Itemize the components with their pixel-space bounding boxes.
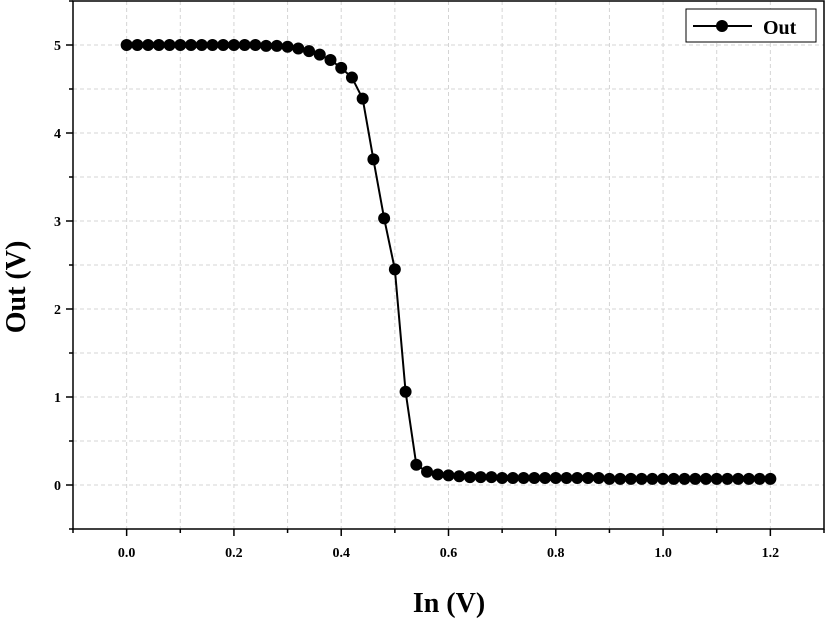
data-point [635, 472, 648, 485]
data-point [581, 471, 594, 484]
data-point [517, 471, 530, 484]
data-point [463, 471, 476, 484]
data-point [206, 39, 219, 51]
data-point [270, 39, 283, 52]
data-point [528, 471, 541, 484]
data-point [721, 472, 734, 485]
data-point [313, 48, 326, 61]
x-tick-label: 1.2 [762, 546, 780, 561]
y-tick-label: 3 [54, 215, 61, 230]
data-point [506, 471, 519, 484]
data-point [592, 471, 605, 484]
x-tick-label: 0.6 [440, 546, 458, 561]
tick-labels: 0.0 0.2 0.4 0.6 0.8 1.0 1.2 0 1 2 3 4 5 [54, 39, 779, 561]
data-point [281, 40, 294, 53]
data-point [356, 92, 369, 105]
data-point [378, 212, 391, 225]
grid [73, 1, 824, 529]
data-point [217, 39, 230, 51]
y-axis-title: Out (V) [1, 241, 32, 334]
data-point [163, 39, 176, 51]
data-point [324, 53, 337, 66]
y-tick-label: 5 [54, 39, 61, 54]
data-point [345, 71, 358, 84]
data-point [742, 472, 755, 485]
data-point [549, 471, 562, 484]
data-point [753, 472, 766, 485]
y-tick-label: 0 [54, 479, 61, 494]
data-point [539, 471, 552, 484]
data-point [195, 39, 208, 51]
data-point [292, 42, 305, 55]
data-point [689, 472, 702, 485]
data-point [185, 39, 198, 51]
data-point [399, 385, 412, 398]
series-layer [120, 39, 777, 485]
data-point [699, 472, 712, 485]
data-point [732, 472, 745, 485]
legend: Out [685, 8, 817, 43]
data-point [388, 263, 401, 276]
data-point [624, 472, 637, 485]
x-tick-label: 0.4 [332, 546, 350, 561]
data-point [367, 153, 380, 166]
data-point [421, 465, 434, 478]
data-point [410, 458, 423, 471]
data-point [431, 468, 444, 481]
data-point [571, 471, 584, 484]
data-point [442, 469, 455, 482]
legend-marker [716, 20, 728, 32]
data-point [238, 39, 251, 51]
x-tick-label: 0.2 [225, 546, 243, 561]
y-tick-label: 2 [54, 303, 61, 318]
x-axis-title: In (V) [413, 588, 485, 619]
data-point [614, 472, 627, 485]
data-point [667, 472, 680, 485]
data-point [603, 472, 616, 485]
x-tick-label: 1.0 [654, 546, 672, 561]
data-point [303, 45, 316, 58]
data-point [453, 470, 466, 483]
axis-ticks [66, 0, 825, 536]
data-point [474, 471, 487, 484]
data-point [227, 39, 240, 51]
x-tick-label: 0.0 [118, 546, 136, 561]
data-point [174, 39, 187, 51]
data-point [120, 39, 133, 51]
legend-label-out: Out [763, 17, 797, 39]
data-point [249, 39, 262, 51]
data-point [646, 472, 659, 485]
data-point [710, 472, 723, 485]
data-point [764, 472, 777, 485]
data-point [496, 471, 509, 484]
data-point [335, 61, 348, 74]
data-point [657, 472, 670, 485]
data-point [678, 472, 691, 485]
x-tick-label: 0.8 [547, 546, 565, 561]
data-point [485, 471, 498, 484]
y-tick-label: 1 [54, 391, 61, 406]
data-point [131, 39, 144, 51]
data-point [152, 39, 165, 51]
data-point [142, 39, 155, 51]
y-tick-label: 4 [54, 127, 61, 142]
data-point [260, 39, 273, 52]
data-point [560, 471, 573, 484]
